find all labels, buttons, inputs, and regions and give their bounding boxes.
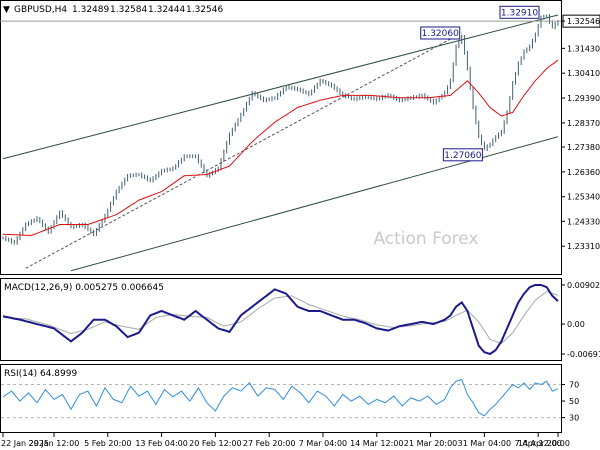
- price-y-tick-label: 1.23310: [567, 242, 600, 251]
- x-tick-label: 29 Jan 12:00: [29, 439, 80, 448]
- price-annotation-box: [442, 148, 483, 162]
- channel-upper-line: [2, 14, 559, 160]
- price-y-tick-label: 1.30410: [567, 69, 600, 78]
- price-y-tick-label: 1.28370: [567, 119, 600, 128]
- x-tick-label: 21 Mar 20:00: [404, 439, 457, 448]
- macd-y-tick-label: -0.006915: [567, 350, 600, 359]
- x-tick-label: 22 Jan 2025: [1, 439, 49, 448]
- price-annotation-box: [499, 5, 540, 19]
- open-value: 1.32489: [72, 5, 109, 15]
- rsi-plot: [1, 378, 561, 419]
- macd-signal-line: [2, 290, 559, 345]
- price-plot: 1.32060 1.27060 1.32910: [2, 5, 559, 272]
- collapse-arrow-icon[interactable]: ▼: [3, 5, 10, 15]
- price-annotation-box: [420, 26, 461, 40]
- price-y-tick-label: 1.25340: [567, 193, 600, 202]
- x-tick-label: 7 Apr 12:00: [515, 439, 562, 448]
- axes: 1.32546 1.31430 1.30410 1.29390 1.28370 1.273…: [0, 14, 600, 448]
- macd-title: MACD(12,26,9) 0.005275 0.006645: [4, 283, 164, 293]
- macd-plot: [2, 284, 559, 356]
- macd-line: [2, 284, 559, 356]
- watermark: Action Forex: [373, 229, 478, 249]
- price-panel-frame: [0, 0, 562, 275]
- macd-y-tick-label: 0.00: [567, 320, 585, 329]
- price-y-tick-label: 1.29390: [567, 94, 600, 103]
- moving-average-line: [2, 59, 559, 237]
- x-tick-label: 31 Mar 04:00: [458, 439, 511, 448]
- close-value: 1.32546: [186, 5, 223, 15]
- high-value: 1.32584: [110, 5, 147, 15]
- x-tick-label: 7 Mar 04:00: [299, 439, 347, 448]
- macd-y-tick-label: 0.00902: [567, 281, 600, 290]
- x-tick-label: 5 Feb 20:00: [84, 439, 131, 448]
- rsi-title: RSI(14) 64.8999: [4, 369, 77, 379]
- rsi-line: [2, 378, 559, 417]
- price-annotation-label: 1.27060: [444, 151, 481, 161]
- price-y-tick-label: 1.24330: [567, 217, 600, 226]
- x-tick-label: 14 Mar 12:00: [350, 439, 403, 448]
- rsi-panel-frame: [0, 364, 562, 433]
- x-tick-label: 20 Feb 12:00: [189, 439, 241, 448]
- rsi-y-tick-label: 30: [569, 414, 579, 423]
- x-tick-label: 27 Feb 20:00: [243, 439, 295, 448]
- price-y-tick-label: 1.26360: [567, 168, 600, 177]
- price-annotation-label: 1.32910: [501, 8, 538, 18]
- symbol-label: GBPUSD,H4: [14, 5, 67, 15]
- price-annotation-label: 1.32060: [422, 29, 459, 39]
- rsi-y-tick-label: 70: [569, 381, 579, 390]
- x-tick-label: 14 Apr 20:00: [518, 439, 570, 448]
- price-y-tick-label: 1.32546: [567, 17, 600, 26]
- price-y-tick-label: 1.31430: [567, 44, 600, 53]
- price-y-tick-label: 1.27380: [567, 143, 600, 152]
- x-tick-label: 13 Feb 04:00: [135, 439, 187, 448]
- rsi-y-tick-label: 50: [569, 397, 579, 406]
- low-value: 1.32444: [148, 5, 185, 15]
